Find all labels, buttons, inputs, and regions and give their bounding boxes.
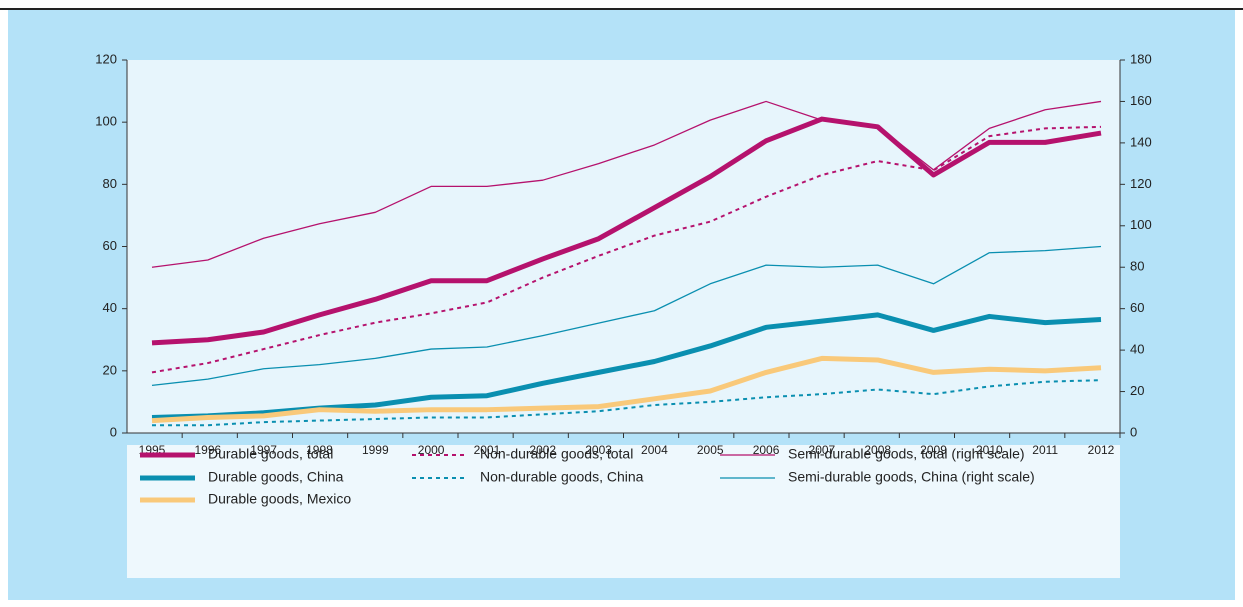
series-line	[151, 125, 1102, 374]
y2-tick-label: 180	[1130, 51, 1152, 66]
x-tick-label: 2011	[1032, 443, 1058, 457]
y2-tick-label: 160	[1130, 93, 1152, 108]
y2-tick-label: 100	[1130, 217, 1152, 232]
legend-label: Non-durable goods, China	[480, 469, 644, 485]
x-tick-label: 2009	[920, 443, 947, 457]
legend: Durable goods, total Non-durable goods, t…	[140, 446, 1035, 507]
series-line	[152, 379, 1102, 427]
x-tick-label: 2001	[474, 443, 501, 457]
y2-tick-label: 120	[1130, 176, 1152, 191]
y2-tick-label: 20	[1130, 383, 1144, 398]
x-tick-label: 2006	[753, 443, 780, 457]
legend-box	[127, 445, 1120, 578]
y2-tick-label: 0	[1130, 424, 1137, 439]
x-tick-label: 2002	[529, 443, 556, 457]
x-tick-label: 1997	[250, 443, 277, 457]
x-tick-label: 1998	[306, 443, 333, 457]
y-tick-label: 100	[95, 114, 117, 129]
y-tick-label: 60	[103, 238, 117, 253]
y-tick-label: 40	[103, 300, 117, 315]
y-tick-label: 0	[110, 424, 117, 439]
x-tick-label: 2010	[976, 443, 1003, 457]
x-tick-label: 2000	[418, 443, 445, 457]
legend-label: Semi-durable goods, China (right scale)	[788, 469, 1035, 485]
y-tick-label: 20	[103, 362, 117, 377]
x-tick-label: 1996	[194, 443, 221, 457]
x-tick-label: 2012	[1088, 443, 1115, 457]
x-tick-label: 1999	[362, 443, 389, 457]
legend-label: Semi-durable goods, total (right scale)	[788, 446, 1025, 462]
y2-tick-label: 140	[1130, 134, 1152, 149]
x-tick-label: 2003	[585, 443, 612, 457]
x-tick-label: 2008	[864, 443, 891, 457]
y2-tick-label: 40	[1130, 342, 1144, 357]
legend-label: Durable goods, China	[208, 469, 344, 485]
x-tick-label: 2004	[641, 443, 668, 457]
legend-label: Durable goods, total	[208, 446, 333, 462]
legend-label: Non-durable goods, total	[480, 446, 633, 462]
series-line	[151, 245, 1102, 386]
series-line	[151, 355, 1102, 424]
y-tick-label: 80	[103, 176, 117, 191]
x-tick-label: 2007	[809, 443, 836, 457]
y2-tick-label: 80	[1130, 259, 1144, 274]
y-tick-label: 120	[95, 51, 117, 66]
series-line	[151, 100, 1102, 268]
series-line	[151, 116, 1102, 346]
y2-tick-label: 60	[1130, 300, 1144, 315]
x-tick-label: 2005	[697, 443, 724, 457]
legend-label: Durable goods, Mexico	[208, 491, 351, 507]
